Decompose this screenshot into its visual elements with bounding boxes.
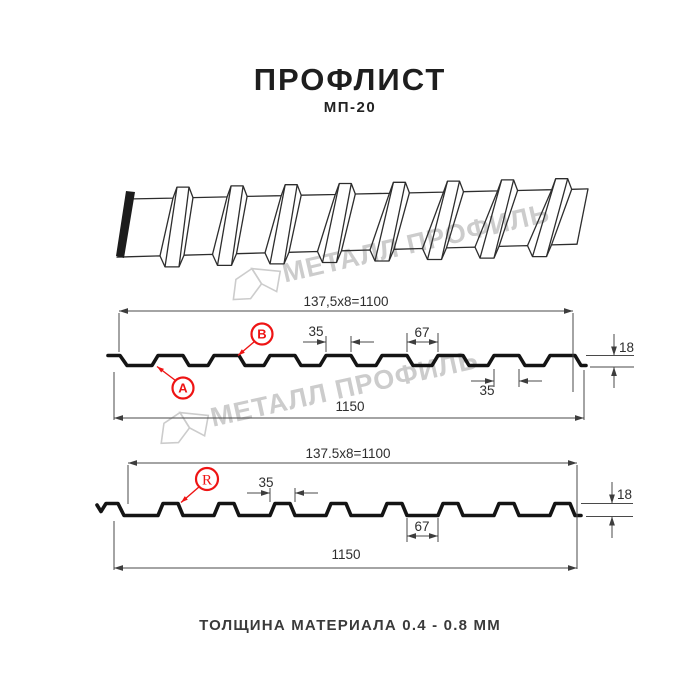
dim-total-width: 1150	[331, 547, 360, 562]
brand-logo-icon	[250, 267, 282, 293]
callout-b: B	[237, 322, 274, 357]
brand-logo-icon	[178, 411, 210, 437]
dim-valley-width: 67	[414, 325, 429, 340]
dim-valley-width: 67	[414, 519, 429, 534]
section-view-reverse: 137.5x8=1100 35 18 67 1150 R	[95, 446, 633, 571]
section-reverse-linework	[95, 460, 633, 571]
material-note: ТОЛЩИНА МАТЕРИАЛА 0.4 - 0.8 ММ	[199, 617, 501, 634]
dim-profile-height: 18	[617, 487, 632, 502]
dim-profile-height: 18	[619, 340, 634, 355]
callout-b-label: B	[257, 327, 266, 342]
callout-a: A	[156, 365, 195, 400]
watermark-lower: МЕТАЛЛ ПРОФИЛЬ	[160, 344, 481, 445]
brand-logo-icon	[232, 267, 263, 301]
section-view-face: 137,5x8=1100 35 67 18 35 1150 A B	[106, 294, 634, 421]
dim-length-formula: 137,5x8=1100	[304, 294, 389, 309]
dim-rib-top-width: 35	[308, 324, 323, 339]
callout-r-label: R	[202, 473, 212, 489]
dim-rib-base-width: 35	[258, 475, 273, 490]
watermark-text: МЕТАЛЛ ПРОФИЛЬ	[208, 344, 481, 432]
section-face-linework	[106, 308, 634, 421]
profile-3d-view	[116, 178, 589, 268]
callout-a-label: A	[178, 381, 188, 396]
dim-rib-bottom-width: 35	[479, 383, 494, 398]
callout-r: R	[180, 466, 220, 504]
brand-logo-icon	[160, 411, 191, 445]
dim-total-width: 1150	[335, 399, 364, 414]
page-subtitle: МП-20	[323, 99, 377, 116]
page-title: ПРОФЛИСТ	[253, 62, 447, 97]
dim-length-formula: 137.5x8=1100	[306, 446, 391, 461]
